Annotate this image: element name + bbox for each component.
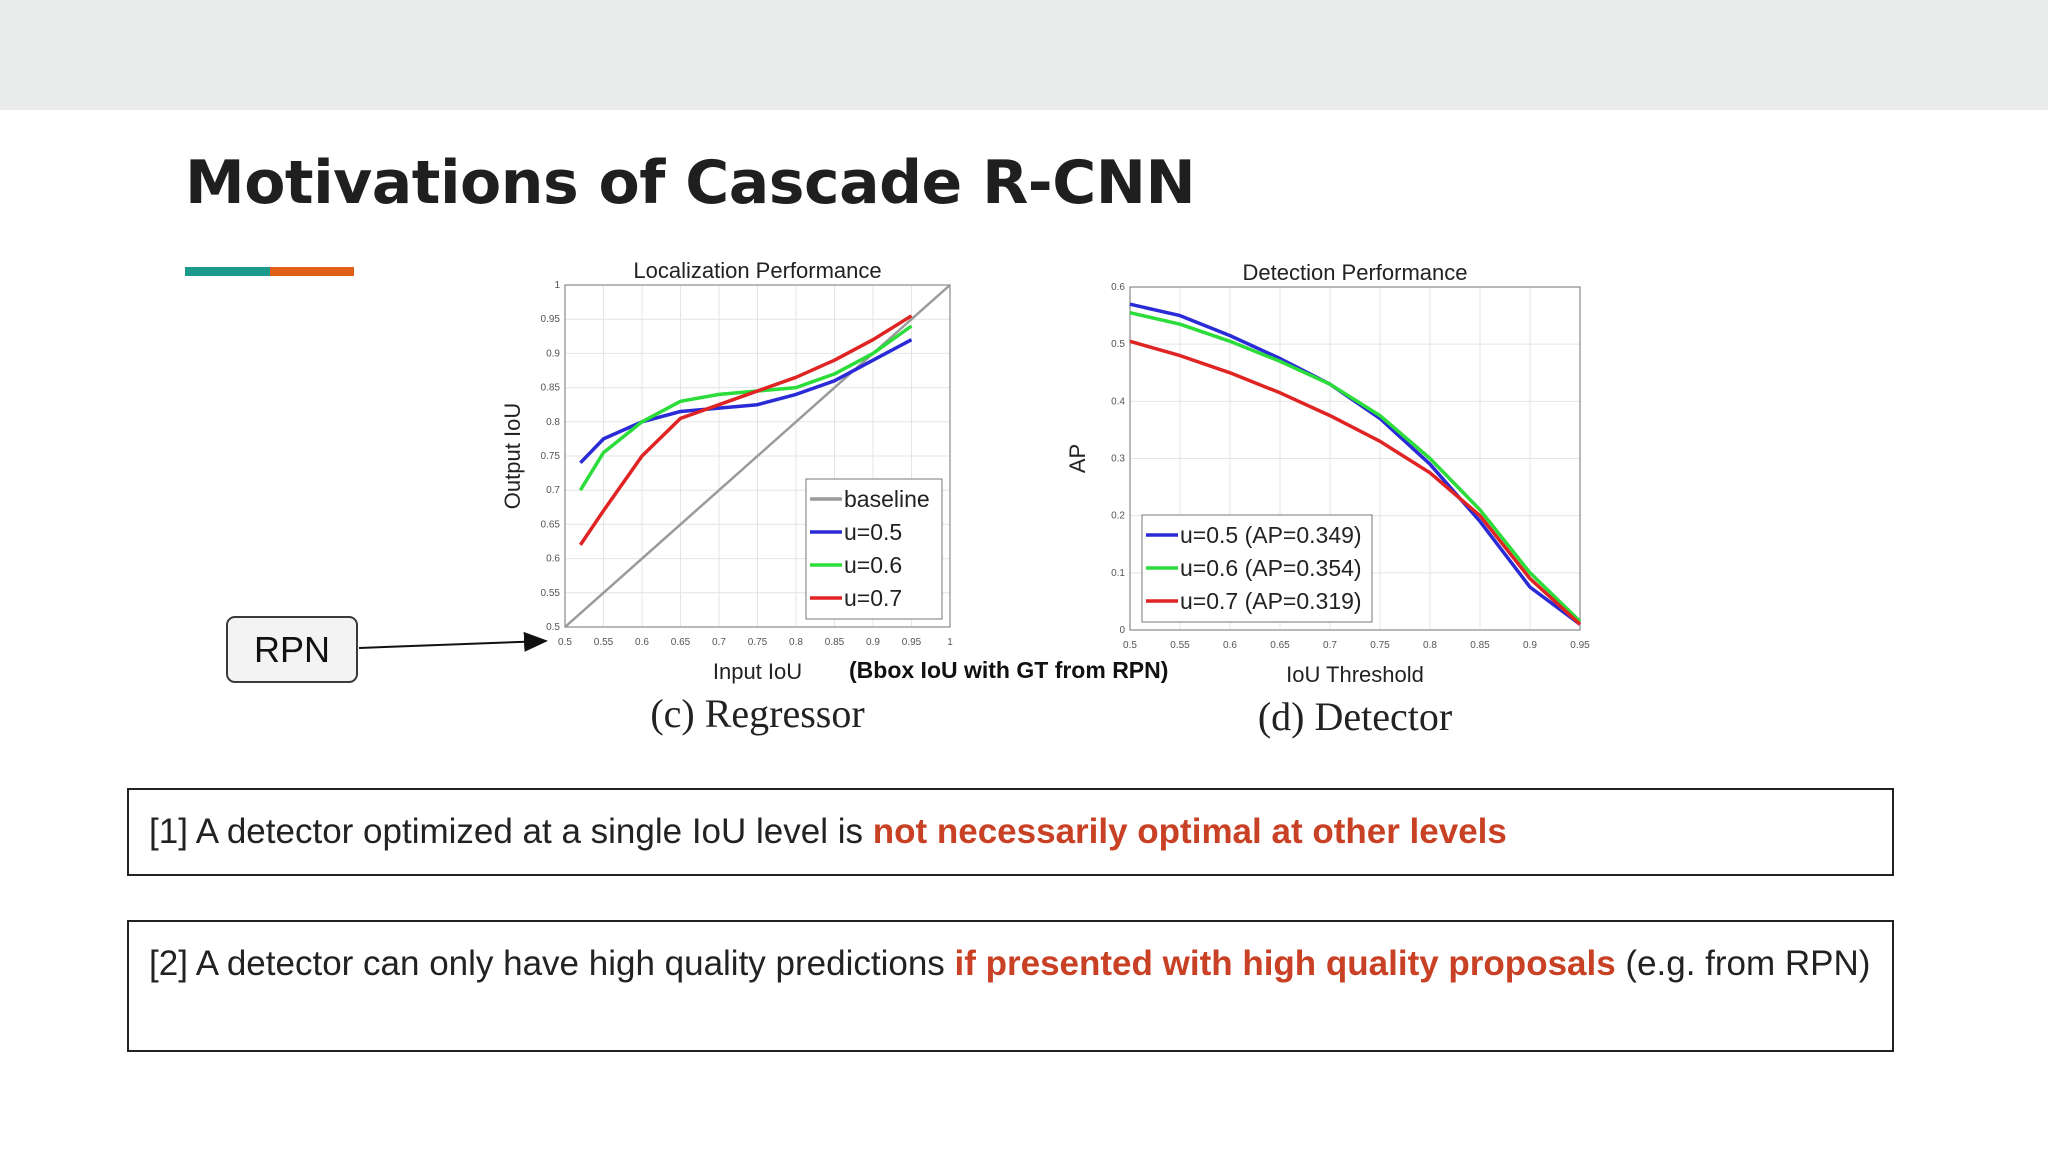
chart2-x-tick-label: 0.55 [1170,640,1190,651]
chart1-x-axis-label: Input IoU [713,659,802,684]
accent-bar-orange [270,267,354,276]
chart1-legend-box [805,478,943,620]
chart1-x-tick-label: 0.95 [902,637,922,648]
rpn-box: RPN [226,616,358,683]
chart1-series-line-1 [564,284,951,628]
chart1-x-tick-label: 0.8 [789,637,803,648]
chart2-caption: (d) Detector [1258,694,1452,739]
chart2-frame [1129,286,1581,631]
point-2-text: [2] A detector can only have high qualit… [149,944,955,983]
chart1-title: Localization Performance [633,260,881,283]
chart2-x-axis-label: IoU Threshold [1286,662,1424,687]
point-1-highlight: not necessarily optimal at other levels [872,812,1507,851]
chart2-y-tick-label: 0.3 [1111,454,1125,465]
chart2-y-tick-label: 0 [1119,625,1125,636]
chart1-caption: (c) Regressor [650,691,864,736]
chart2-y-tick-label: 0.5 [1111,339,1125,350]
point-2-suffix: (e.g. from RPN) [1615,944,1871,983]
chart1-legend-label: u=0.5 [844,519,902,545]
chart2-x-tick-label: 0.75 [1370,640,1390,651]
chart2-title: Detection Performance [1243,260,1468,285]
chart1-x-tick-label: 0.5 [558,637,572,648]
chart1-x-tick-label: 0.75 [748,637,768,648]
chart2-series-line-3 [1129,339,1582,626]
chart1-x-tick-label: 0.65 [671,637,691,648]
arrow-note: (Bbox IoU with GT from RPN) [849,657,1169,683]
chart1-y-axis-label: Output IoU [500,403,525,509]
chart1-y-tick-label: 0.65 [541,519,561,530]
chart1-series-line-4 [578,314,913,546]
chart2-x-tick-label: 0.85 [1470,640,1490,651]
chart1-legend-label: u=0.6 [844,552,902,578]
chart1-legend-label: baseline [844,486,930,512]
chart1-x-tick-label: 0.6 [635,637,649,648]
chart1-x-tick-label: 0.7 [712,637,726,648]
chart1-y-tick-label: 0.7 [546,485,560,496]
chart1-y-tick-label: 0.9 [546,348,560,359]
chart2-x-tick-label: 0.7 [1323,640,1337,651]
chart2-x-tick-label: 0.6 [1223,640,1237,651]
chart2-y-tick-label: 0.2 [1111,511,1125,522]
chart1-y-tick-label: 0.95 [541,314,561,325]
point-1-text: [1] A detector optimized at a single IoU… [149,812,873,851]
chart2-y-tick-label: 0.4 [1111,396,1125,407]
chart2-legend-box [1141,514,1373,623]
chart2-series-line-2 [1129,310,1582,623]
point-1-box: [1] A detector optimized at a single IoU… [127,788,1894,876]
top-banner [0,0,2048,110]
chart2-legend-label: u=0.5 (AP=0.349) [1180,522,1362,548]
chart2-x-tick-label: 0.5 [1123,640,1137,651]
chart2-y-tick-label: 0.1 [1111,568,1125,579]
accent-bar-teal [185,267,270,276]
chart2-legend-label: u=0.7 (AP=0.319) [1180,588,1362,614]
chart2-legend-label: u=0.6 (AP=0.354) [1180,555,1362,581]
chart1-y-tick-label: 0.5 [546,622,560,633]
chart1-x-tick-label: 0.85 [825,637,845,648]
chart2-x-tick-label: 0.9 [1523,640,1537,651]
point-2-highlight: if presented with high quality proposals [954,944,1616,983]
point-2-box: [2] A detector can only have high qualit… [127,920,1894,1052]
chart2-y-axis-label: AP [1065,444,1090,473]
chart1-y-tick-label: 1 [554,280,560,291]
slide-title: Motivations of Cascade R-CNN [185,148,1196,218]
chart2-x-tick-label: 0.65 [1270,640,1290,651]
chart1-frame [564,284,951,628]
chart2-y-tick-label: 0.6 [1111,282,1125,293]
chart1-series-line-2 [579,338,913,465]
chart1-x-tick-label: 0.55 [594,637,614,648]
chart1-series-line-3 [578,324,913,492]
chart1-legend-label: u=0.7 [844,585,902,611]
chart1-y-tick-label: 0.75 [541,451,561,462]
chart2-x-tick-label: 0.8 [1423,640,1437,651]
chart1-x-tick-label: 0.9 [866,637,880,648]
chart1-x-tick-label: 1 [947,637,953,648]
chart2-x-tick-label: 0.95 [1570,640,1590,651]
chart1-y-tick-label: 0.85 [541,383,561,394]
chart1-y-tick-label: 0.8 [546,417,560,428]
chart1-y-tick-label: 0.6 [546,554,560,565]
chart1-y-tick-label: 0.55 [541,588,561,599]
figure-charts: 0.5 0.55 0.6 0.65 0.7 0.75 0.8 0.85 0.9 0.95 1 0.5 0… [500,260,1590,739]
